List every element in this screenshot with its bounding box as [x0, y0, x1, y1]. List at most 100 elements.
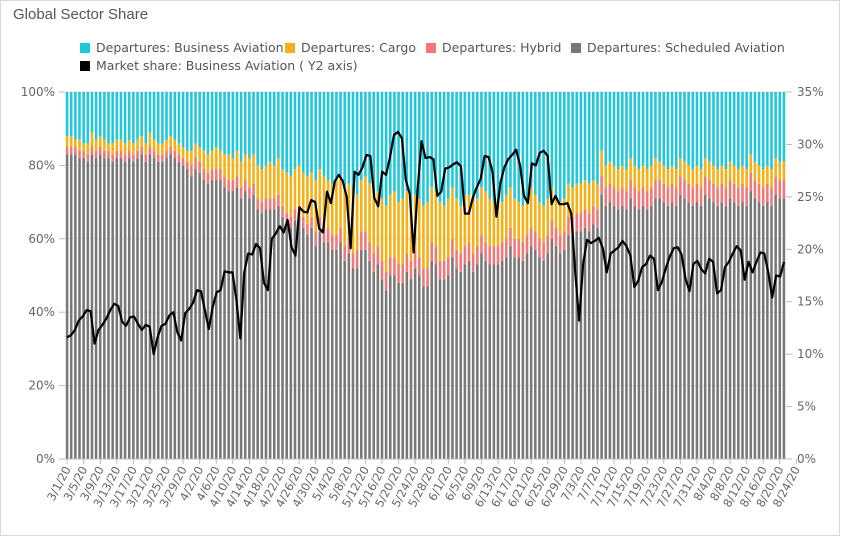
- bar-business[interactable]: [206, 92, 210, 155]
- bar-hybrid[interactable]: [583, 209, 587, 228]
- bar-cargo[interactable]: [165, 139, 168, 151]
- bar-business[interactable]: [447, 92, 450, 199]
- bar-cargo[interactable]: [761, 169, 765, 188]
- bar-hybrid[interactable]: [173, 150, 177, 159]
- bar-cargo[interactable]: [492, 202, 496, 247]
- bar-hybrid[interactable]: [471, 253, 475, 272]
- bar-hybrid[interactable]: [239, 187, 243, 199]
- bar-cargo[interactable]: [641, 165, 645, 188]
- bar-scheduled[interactable]: [621, 205, 624, 459]
- bar-business[interactable]: [343, 92, 346, 188]
- bar-hybrid[interactable]: [115, 150, 119, 159]
- bar-cargo[interactable]: [774, 158, 777, 177]
- bar-scheduled[interactable]: [330, 249, 334, 459]
- bar-cargo[interactable]: [563, 198, 566, 232]
- bar-cargo[interactable]: [703, 158, 707, 177]
- bar-scheduled[interactable]: [430, 260, 433, 459]
- bar-hybrid[interactable]: [521, 242, 525, 261]
- bar-scheduled[interactable]: [592, 224, 595, 459]
- bar-business[interactable]: [123, 92, 127, 144]
- bar-cargo[interactable]: [297, 165, 301, 206]
- bar-business[interactable]: [393, 92, 396, 192]
- legend-label[interactable]: Departures: Scheduled Aviation: [587, 40, 785, 55]
- bar-cargo[interactable]: [74, 139, 77, 148]
- bar-hybrid[interactable]: [136, 150, 139, 159]
- bar-cargo[interactable]: [505, 194, 508, 239]
- bar-business[interactable]: [732, 92, 736, 166]
- bar-hybrid[interactable]: [223, 176, 226, 188]
- bar-business[interactable]: [177, 92, 181, 144]
- bar-cargo[interactable]: [90, 132, 94, 148]
- bar-hybrid[interactable]: [368, 242, 371, 261]
- bar-business[interactable]: [347, 92, 351, 184]
- bar-hybrid[interactable]: [509, 227, 512, 247]
- bar-cargo[interactable]: [82, 143, 85, 151]
- bar-hybrid[interactable]: [272, 198, 276, 210]
- bar-hybrid[interactable]: [405, 253, 409, 272]
- bar-scheduled[interactable]: [256, 209, 259, 459]
- bar-cargo[interactable]: [438, 202, 442, 261]
- bar-hybrid[interactable]: [534, 231, 537, 250]
- bar-hybrid[interactable]: [111, 154, 114, 162]
- bar-cargo[interactable]: [604, 165, 608, 188]
- bar-business[interactable]: [418, 92, 421, 199]
- bar-hybrid[interactable]: [144, 154, 148, 162]
- bar-hybrid[interactable]: [388, 257, 392, 276]
- bar-hybrid[interactable]: [376, 246, 380, 265]
- bar-cargo[interactable]: [388, 194, 392, 258]
- bar-business[interactable]: [608, 92, 612, 162]
- bar-scheduled[interactable]: [368, 260, 371, 459]
- bar-business[interactable]: [621, 92, 624, 166]
- bar-business[interactable]: [301, 92, 305, 173]
- bar-scheduled[interactable]: [451, 257, 454, 459]
- bar-cargo[interactable]: [223, 154, 226, 177]
- bar-scheduled[interactable]: [127, 158, 131, 459]
- bar-cargo[interactable]: [745, 169, 748, 188]
- bar-business[interactable]: [223, 92, 226, 155]
- bar-cargo[interactable]: [144, 143, 148, 155]
- bar-business[interactable]: [409, 92, 413, 206]
- bar-scheduled[interactable]: [90, 154, 94, 459]
- bar-hybrid[interactable]: [500, 242, 504, 261]
- bar-cargo[interactable]: [86, 143, 90, 155]
- bar-business[interactable]: [774, 92, 777, 159]
- bar-business[interactable]: [86, 92, 90, 144]
- bar-hybrid[interactable]: [243, 180, 247, 192]
- bar-business[interactable]: [359, 92, 363, 181]
- bar-hybrid[interactable]: [625, 191, 628, 210]
- bar-business[interactable]: [74, 92, 77, 140]
- bar-hybrid[interactable]: [687, 183, 690, 203]
- bar-business[interactable]: [181, 92, 185, 148]
- bar-cargo[interactable]: [301, 172, 305, 217]
- bar-scheduled[interactable]: [732, 202, 736, 459]
- bar-business[interactable]: [152, 92, 156, 140]
- bar-hybrid[interactable]: [650, 187, 653, 206]
- bar-scheduled[interactable]: [745, 205, 748, 459]
- bar-cargo[interactable]: [757, 165, 761, 184]
- bar-hybrid[interactable]: [123, 154, 127, 162]
- bar-hybrid[interactable]: [343, 246, 346, 261]
- bar-hybrid[interactable]: [301, 216, 305, 228]
- bar-scheduled[interactable]: [235, 187, 239, 460]
- bar-cargo[interactable]: [658, 161, 661, 181]
- bar-cargo[interactable]: [115, 139, 119, 151]
- bar-cargo[interactable]: [616, 169, 620, 192]
- bar-cargo[interactable]: [434, 191, 438, 247]
- bar-scheduled[interactable]: [252, 194, 255, 459]
- bar-business[interactable]: [82, 92, 85, 144]
- bar-hybrid[interactable]: [422, 268, 425, 287]
- bar-hybrid[interactable]: [380, 260, 384, 280]
- bar-hybrid[interactable]: [252, 183, 255, 195]
- bar-hybrid[interactable]: [529, 227, 533, 247]
- bar-scheduled[interactable]: [761, 205, 765, 459]
- bar-business[interactable]: [256, 92, 259, 166]
- bar-scheduled[interactable]: [679, 194, 682, 459]
- bar-cargo[interactable]: [384, 205, 388, 272]
- bar-hybrid[interactable]: [683, 180, 686, 199]
- bar-cargo[interactable]: [567, 183, 570, 217]
- bar-scheduled[interactable]: [310, 227, 313, 459]
- bar-scheduled[interactable]: [513, 257, 516, 459]
- bar-scheduled[interactable]: [202, 180, 206, 459]
- bar-business[interactable]: [285, 92, 288, 173]
- bar-business[interactable]: [252, 92, 255, 155]
